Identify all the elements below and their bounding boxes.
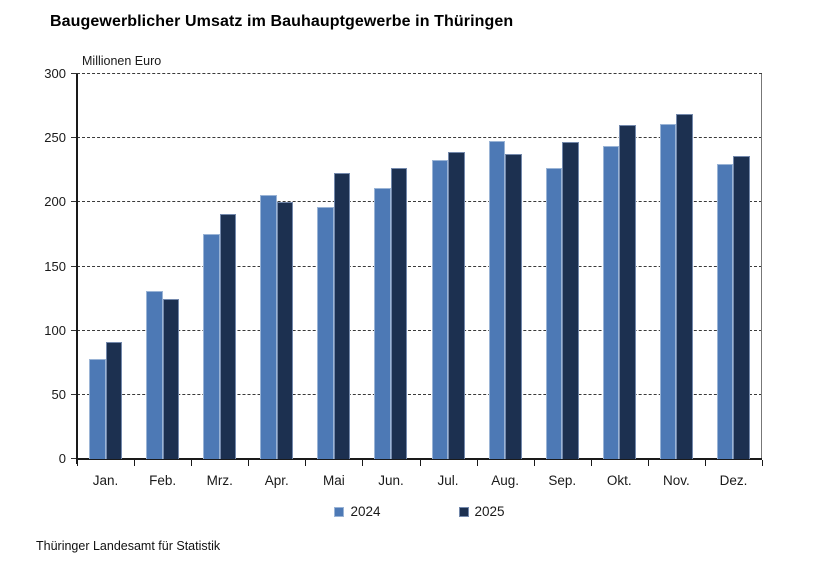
x-axis-tick-6 — [419, 460, 421, 466]
y-axis-label-100: 100 — [44, 322, 66, 338]
bar-2024-apr — [260, 194, 277, 459]
bar-2025-jun — [390, 167, 408, 459]
bar-2025-dez — [733, 156, 750, 459]
x-axis-tick-12 — [762, 460, 763, 466]
legend-label-2024: 2024 — [350, 504, 381, 519]
bar-2024-feb — [146, 290, 163, 459]
x-axis-label-aug: Aug. — [491, 473, 520, 488]
x-axis-label-okt: Okt. — [606, 473, 632, 488]
source-text: Thüringer Landesamt für Statistik — [36, 539, 221, 553]
bar-2024-jan — [89, 358, 106, 459]
legend-label-2025: 2025 — [474, 504, 505, 519]
y-axis-label-250: 250 — [44, 130, 66, 146]
x-axis-labels: Jan. Feb. Mrz. Apr. Mai Jun. Jul. Aug. Sep. Okt. N… — [77, 473, 762, 491]
bar-2025-nov — [676, 113, 693, 459]
x-axis-label-jan: Jan. — [92, 473, 119, 488]
y-axis-label-300: 300 — [44, 66, 66, 81]
x-axis-label-dez: Dez. — [719, 473, 748, 488]
x-axis-tick-7 — [476, 460, 478, 466]
bar-2025-apr — [276, 202, 294, 459]
bar-2025-aug — [505, 153, 522, 459]
x-axis-label-mrz: Mrz. — [206, 473, 233, 488]
gridline-250 — [77, 137, 762, 139]
x-axis-tick-0 — [77, 460, 78, 466]
gridline-150 — [77, 265, 762, 267]
x-axis-tick-11 — [704, 460, 706, 466]
x-axis-tick-1 — [134, 460, 136, 466]
gridline-50 — [77, 393, 762, 395]
x-axis-tick-9 — [590, 460, 592, 466]
y-axis-label-0: 0 — [58, 451, 66, 466]
bar-2024-dez — [716, 163, 734, 459]
bar-2024-mai — [317, 207, 334, 459]
y-axis-labels: 0 50 100 150 200 250 300 — [18, 66, 66, 466]
x-axis-line — [76, 458, 762, 460]
y-axis-label-150: 150 — [44, 258, 66, 274]
bar-2024-okt — [602, 145, 620, 459]
x-axis-tick-2 — [191, 460, 193, 466]
y-axis-unit-label: Millionen Euro — [82, 54, 162, 68]
bar-2024-jun — [374, 188, 391, 459]
gridline-200 — [77, 201, 762, 203]
x-axis-label-jun: Jun. — [378, 473, 404, 488]
x-axis-label-jul: Jul. — [437, 473, 459, 488]
bar-2025-mrz — [219, 213, 237, 459]
gridline-100 — [77, 329, 762, 331]
y-axis-tick-100 — [71, 329, 77, 331]
legend-swatch-2024 — [334, 506, 345, 517]
x-axis-label-mai: Mai — [322, 473, 345, 488]
bar-2024-mrz — [203, 234, 220, 459]
gridline-300 — [77, 73, 762, 74]
bar-2024-jul — [431, 159, 449, 459]
chart-title: Baugewerblicher Umsatz im Bauhauptgewerb… — [50, 13, 514, 30]
bar-2024-sep — [545, 167, 563, 459]
bar-2024-aug — [488, 140, 506, 459]
legend: 2024 2025 — [77, 504, 762, 519]
y-axis-tick-0 — [71, 458, 77, 459]
bar-2025-okt — [619, 125, 636, 459]
x-axis-tick-4 — [305, 460, 307, 466]
y-axis-tick-200 — [71, 201, 77, 203]
bar-2025-jan — [105, 342, 123, 459]
y-axis-tick-150 — [71, 265, 77, 267]
legend-swatch-2025 — [458, 506, 469, 517]
y-axis-label-200: 200 — [44, 194, 66, 210]
y-axis-tick-300 — [71, 73, 77, 74]
x-axis-label-sep: Sep. — [548, 473, 577, 488]
x-axis-tick-3 — [248, 460, 250, 466]
y-axis-tick-250 — [71, 137, 77, 139]
bar-2025-mai — [333, 172, 351, 459]
plot-area — [71, 73, 763, 466]
y-axis-tick-50 — [71, 393, 77, 395]
x-axis-label-apr: Apr. — [264, 473, 289, 488]
bar-2024-nov — [659, 124, 677, 459]
legend-item-2024: 2024 — [334, 504, 381, 519]
bar-2025-feb — [162, 298, 180, 459]
bar-2025-jul — [448, 152, 465, 459]
y-axis-label-50: 50 — [51, 386, 66, 402]
x-axis-tick-5 — [362, 460, 364, 466]
x-axis-tick-8 — [533, 460, 535, 466]
x-axis-label-feb: Feb. — [149, 473, 177, 488]
bar-2025-sep — [562, 142, 579, 459]
y-axis-line — [76, 74, 78, 464]
plot-right-border — [760, 74, 762, 459]
x-axis-label-nov: Nov. — [662, 473, 690, 488]
x-axis-tick-10 — [647, 460, 649, 466]
legend-item-2025: 2025 — [458, 504, 505, 519]
